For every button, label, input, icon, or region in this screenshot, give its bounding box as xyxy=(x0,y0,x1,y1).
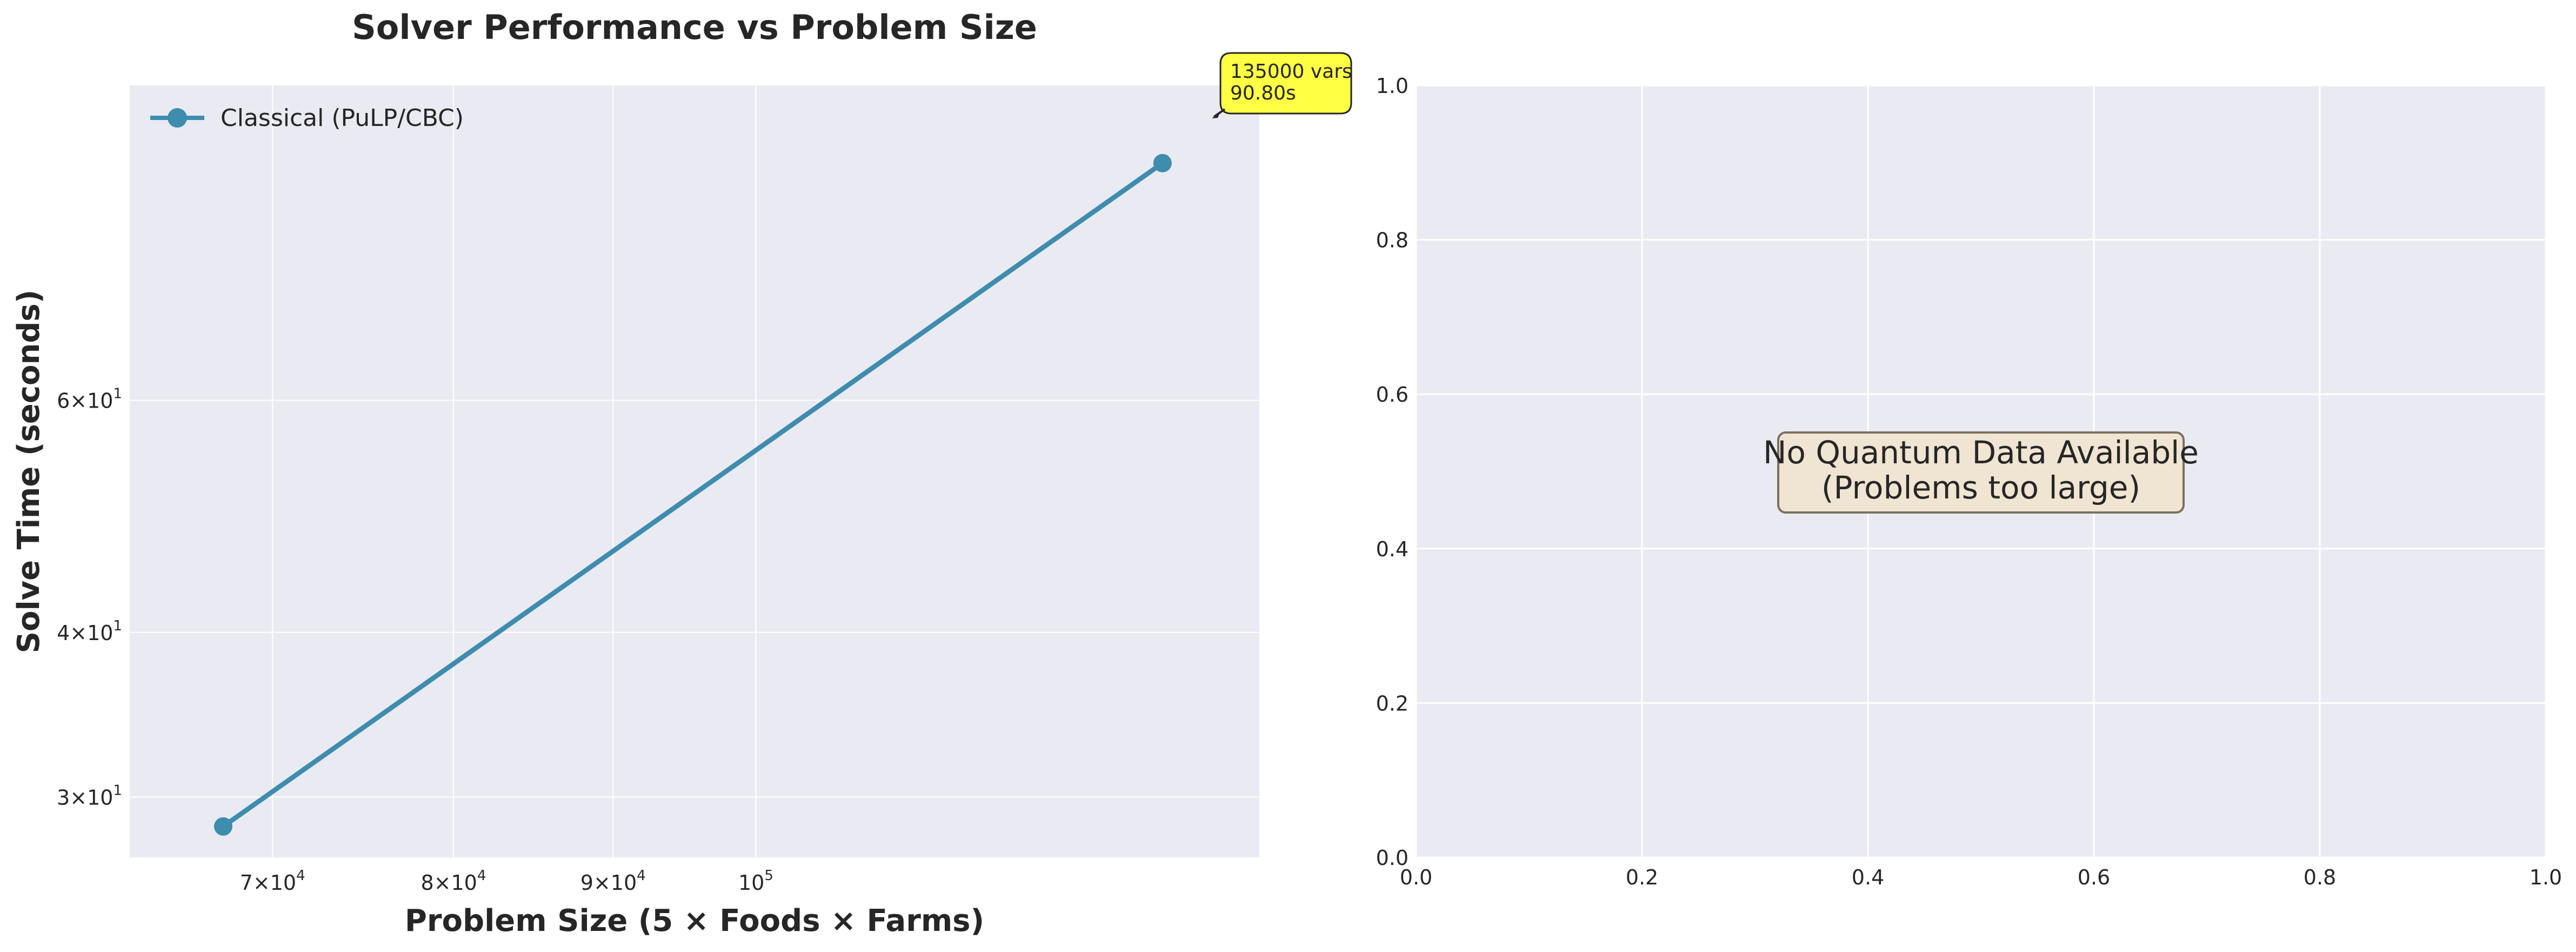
y-tick-label: 0.4 xyxy=(1376,537,1409,561)
annotation-line-1: 135000 vars xyxy=(1230,61,1352,83)
y-tick-label: 0.8 xyxy=(1376,229,1409,252)
right-tick-labels: 0.0 0.2 0.4 0.6 0.8 1.0 0.0 0.2 0.4 0.6 0.8 1.0 xyxy=(1376,74,2562,889)
x-tick-label: 9×104 xyxy=(580,868,646,895)
legend-label-classical: Classical (PuLP/CBC) xyxy=(221,104,464,132)
message-line-1: No Quantum Data Available xyxy=(1763,434,2199,471)
y-tick-label: 0.0 xyxy=(1376,846,1409,870)
x-axis-label: Problem Size (5 × Foods × Farms) xyxy=(405,903,984,938)
y-tick-label: 4×101 xyxy=(57,618,122,645)
left-tick-labels: 7×104 8×104 9×104 105 3×101 4×101 6×101 xyxy=(57,385,773,895)
annotation-arrowhead xyxy=(1212,111,1220,118)
message-line-2: (Problems too large) xyxy=(1821,469,2140,506)
x-tick-label: 0.8 xyxy=(2304,866,2336,889)
left-gridlines xyxy=(130,85,1259,857)
legend: Classical (PuLP/CBC) xyxy=(150,104,464,132)
x-tick-label: 105 xyxy=(738,868,773,895)
chart-title: Solver Performance vs Problem Size xyxy=(352,8,1037,47)
data-point xyxy=(1153,154,1172,172)
left-plot-area xyxy=(130,85,1259,857)
y-axis-label: Solve Time (seconds) xyxy=(11,290,46,654)
y-tick-label: 1.0 xyxy=(1376,74,1409,98)
annotation-callout: 135000 vars 90.80s xyxy=(1212,52,1352,118)
y-tick-label: 6×101 xyxy=(57,385,122,412)
x-tick-label: 0.4 xyxy=(1852,866,1884,889)
data-point xyxy=(213,817,232,836)
y-tick-label: 3×101 xyxy=(57,782,122,809)
x-tick-label: 0.6 xyxy=(2078,866,2110,889)
y-tick-label: 0.6 xyxy=(1376,383,1409,407)
left-series-layer xyxy=(213,154,1172,836)
left-chart-panel: 7×104 8×104 9×104 105 3×101 4×101 6×101 Solver… xyxy=(11,8,1352,938)
x-tick-label: 0.0 xyxy=(1400,866,1432,889)
no-data-message: No Quantum Data Available (Problems too … xyxy=(1763,431,2199,514)
right-chart-panel: 0.0 0.2 0.4 0.6 0.8 1.0 0.0 0.2 0.4 0.6 0.8 1.0 No … xyxy=(1376,74,2562,889)
x-tick-label: 8×104 xyxy=(421,868,486,895)
y-tick-label: 0.2 xyxy=(1376,691,1409,715)
x-tick-label: 0.2 xyxy=(1626,866,1658,889)
annotation-line-2: 90.80s xyxy=(1230,82,1296,104)
series-line-classical xyxy=(222,161,1164,829)
annotation-box xyxy=(1219,52,1352,115)
x-tick-label: 1.0 xyxy=(2530,866,2562,889)
legend-dot-marker xyxy=(168,108,187,128)
message-box xyxy=(1777,431,2185,514)
x-tick-label: 7×104 xyxy=(240,868,305,895)
